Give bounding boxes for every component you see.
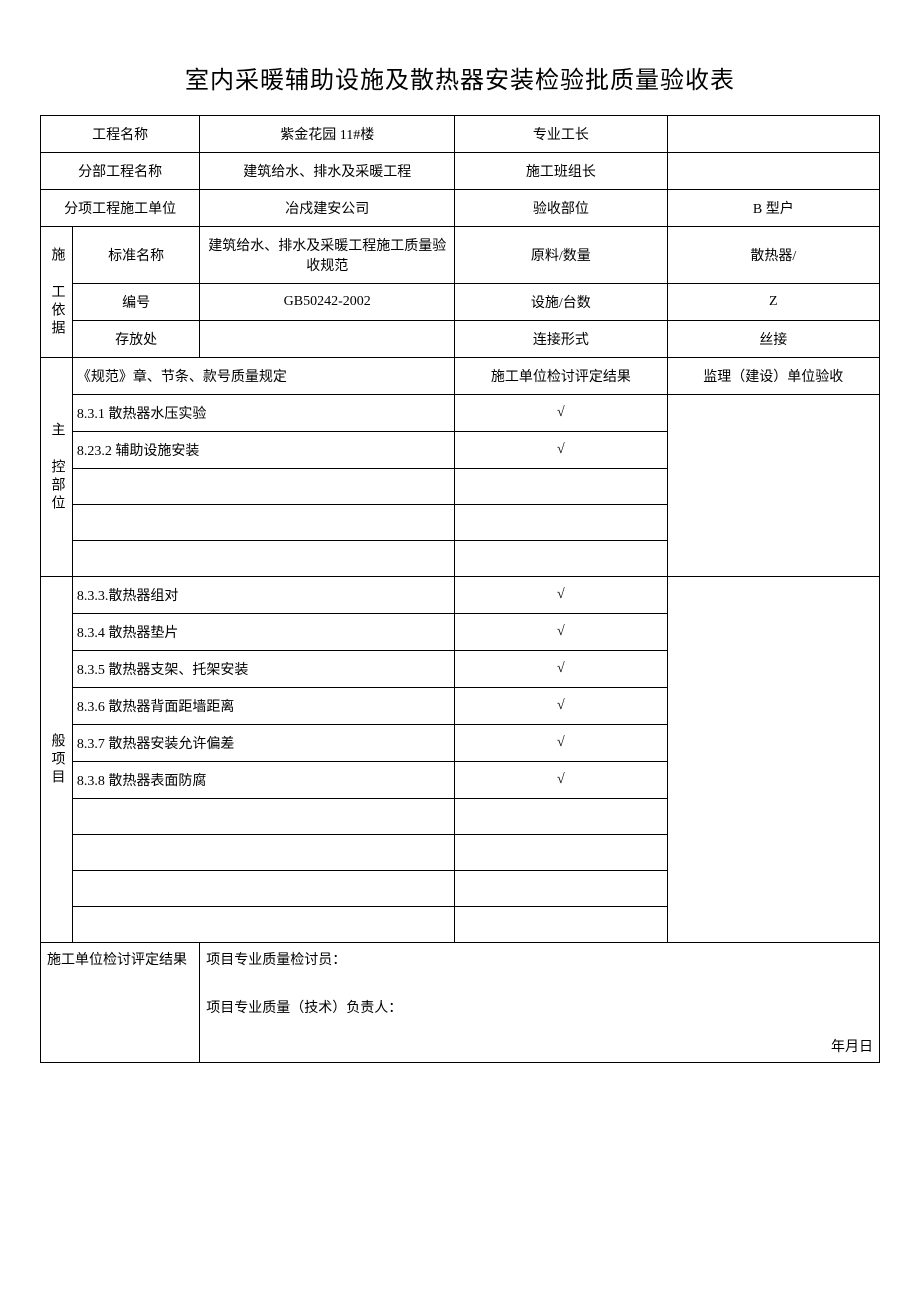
section-col3: 监理（建设）单位验收	[667, 358, 879, 395]
general-result-5: √	[455, 762, 667, 799]
main-supervisor-cell	[667, 395, 879, 577]
main-result-3	[455, 505, 667, 541]
general-text-0: 8.3.3.散热器组对	[72, 577, 454, 614]
section-col1: 《规范》章、节条、款号质量规定	[72, 358, 454, 395]
basis-row-1: 编号 GB50242-2002 设施/台数 Z	[41, 284, 880, 321]
main-text-2	[72, 469, 454, 505]
main-text-3	[72, 505, 454, 541]
basis-val-1: GB50242-2002	[200, 284, 455, 321]
section-col2: 施工单位检讨评定结果	[455, 358, 667, 395]
general-text-4: 8.3.7 散热器安装允许偏差	[72, 725, 454, 762]
basis-label-0: 标准名称	[72, 227, 199, 284]
main-side-label: 主 控部位	[41, 358, 73, 577]
general-text-8	[72, 871, 454, 907]
main-result-0: √	[455, 395, 667, 432]
basis-row-0: 施 工依据 标准名称 建筑给水、排水及采暖工程施工质量验收规范 原料/数量 散热…	[41, 227, 880, 284]
basis-label-1: 编号	[72, 284, 199, 321]
footer-row: 施工单位检讨评定结果 项目专业质量检讨员： 项目专业质量（技术）负责人： 年月日	[41, 943, 880, 1063]
basis-label2-1: 设施/台数	[455, 284, 667, 321]
general-result-1: √	[455, 614, 667, 651]
label-accept-part: 验收部位	[455, 190, 667, 227]
footer-right-cell: 项目专业质量检讨员： 项目专业质量（技术）负责人： 年月日	[200, 943, 880, 1063]
label-foreman: 专业工长	[455, 116, 667, 153]
val-contractor: 冶戍建安公司	[200, 190, 455, 227]
label-team-leader: 施工班组长	[455, 153, 667, 190]
main-row-0: 8.3.1 散热器水压实验 √	[41, 395, 880, 432]
basis-label2-0: 原料/数量	[455, 227, 667, 284]
general-text-3: 8.3.6 散热器背面距墙距离	[72, 688, 454, 725]
basis-val-0: 建筑给水、排水及采暖工程施工质量验收规范	[200, 227, 455, 284]
footer-line2: 项目专业质量（技术）负责人：	[206, 997, 873, 1017]
general-result-7	[455, 835, 667, 871]
general-supervisor-cell	[667, 577, 879, 943]
header-row-3: 分项工程施工单位 冶戍建安公司 验收部位 B 型户	[41, 190, 880, 227]
val-foreman	[667, 116, 879, 153]
val-accept-part: B 型户	[667, 190, 879, 227]
general-result-6	[455, 799, 667, 835]
general-row-0: 般项目 8.3.3.散热器组对 √	[41, 577, 880, 614]
general-result-9	[455, 907, 667, 943]
general-text-1: 8.3.4 散热器垫片	[72, 614, 454, 651]
general-text-2: 8.3.5 散热器支架、托架安装	[72, 651, 454, 688]
footer-left-label: 施工单位检讨评定结果	[41, 943, 200, 1063]
header-row-2: 分部工程名称 建筑给水、排水及采暖工程 施工班组长	[41, 153, 880, 190]
val-subproject: 建筑给水、排水及采暖工程	[200, 153, 455, 190]
general-result-8	[455, 871, 667, 907]
footer-line1: 项目专业质量检讨员：	[206, 949, 873, 969]
basis-side-label: 施 工依据	[41, 227, 73, 358]
general-result-2: √	[455, 651, 667, 688]
label-project-name: 工程名称	[41, 116, 200, 153]
header-row-1: 工程名称 紫金花园 11#楼 专业工长	[41, 116, 880, 153]
general-result-3: √	[455, 688, 667, 725]
basis-label2-2: 连接形式	[455, 321, 667, 358]
inspection-table: 工程名称 紫金花园 11#楼 专业工长 分部工程名称 建筑给水、排水及采暖工程 …	[40, 115, 880, 1063]
main-result-1: √	[455, 432, 667, 469]
footer-date: 年月日	[831, 1036, 873, 1056]
main-result-4	[455, 541, 667, 577]
label-contractor: 分项工程施工单位	[41, 190, 200, 227]
general-text-7	[72, 835, 454, 871]
basis-val-2	[200, 321, 455, 358]
basis-val2-0: 散热器/	[667, 227, 879, 284]
general-side-label: 般项目	[41, 577, 73, 943]
general-text-9	[72, 907, 454, 943]
main-result-2	[455, 469, 667, 505]
section-header-row: 主 控部位 《规范》章、节条、款号质量规定 施工单位检讨评定结果 监理（建设）单…	[41, 358, 880, 395]
val-project-name: 紫金花园 11#楼	[200, 116, 455, 153]
basis-val2-2: 丝接	[667, 321, 879, 358]
general-result-4: √	[455, 725, 667, 762]
basis-val2-1: Z	[667, 284, 879, 321]
main-text-0: 8.3.1 散热器水压实验	[72, 395, 454, 432]
basis-row-2: 存放处 连接形式 丝接	[41, 321, 880, 358]
general-text-5: 8.3.8 散热器表面防腐	[72, 762, 454, 799]
basis-label-2: 存放处	[72, 321, 199, 358]
val-team-leader	[667, 153, 879, 190]
main-text-1: 8.23.2 辅助设施安装	[72, 432, 454, 469]
general-text-6	[72, 799, 454, 835]
general-result-0: √	[455, 577, 667, 614]
page-title: 室内采暖辅助设施及散热器安装检验批质量验收表	[40, 60, 880, 95]
main-text-4	[72, 541, 454, 577]
label-subproject: 分部工程名称	[41, 153, 200, 190]
